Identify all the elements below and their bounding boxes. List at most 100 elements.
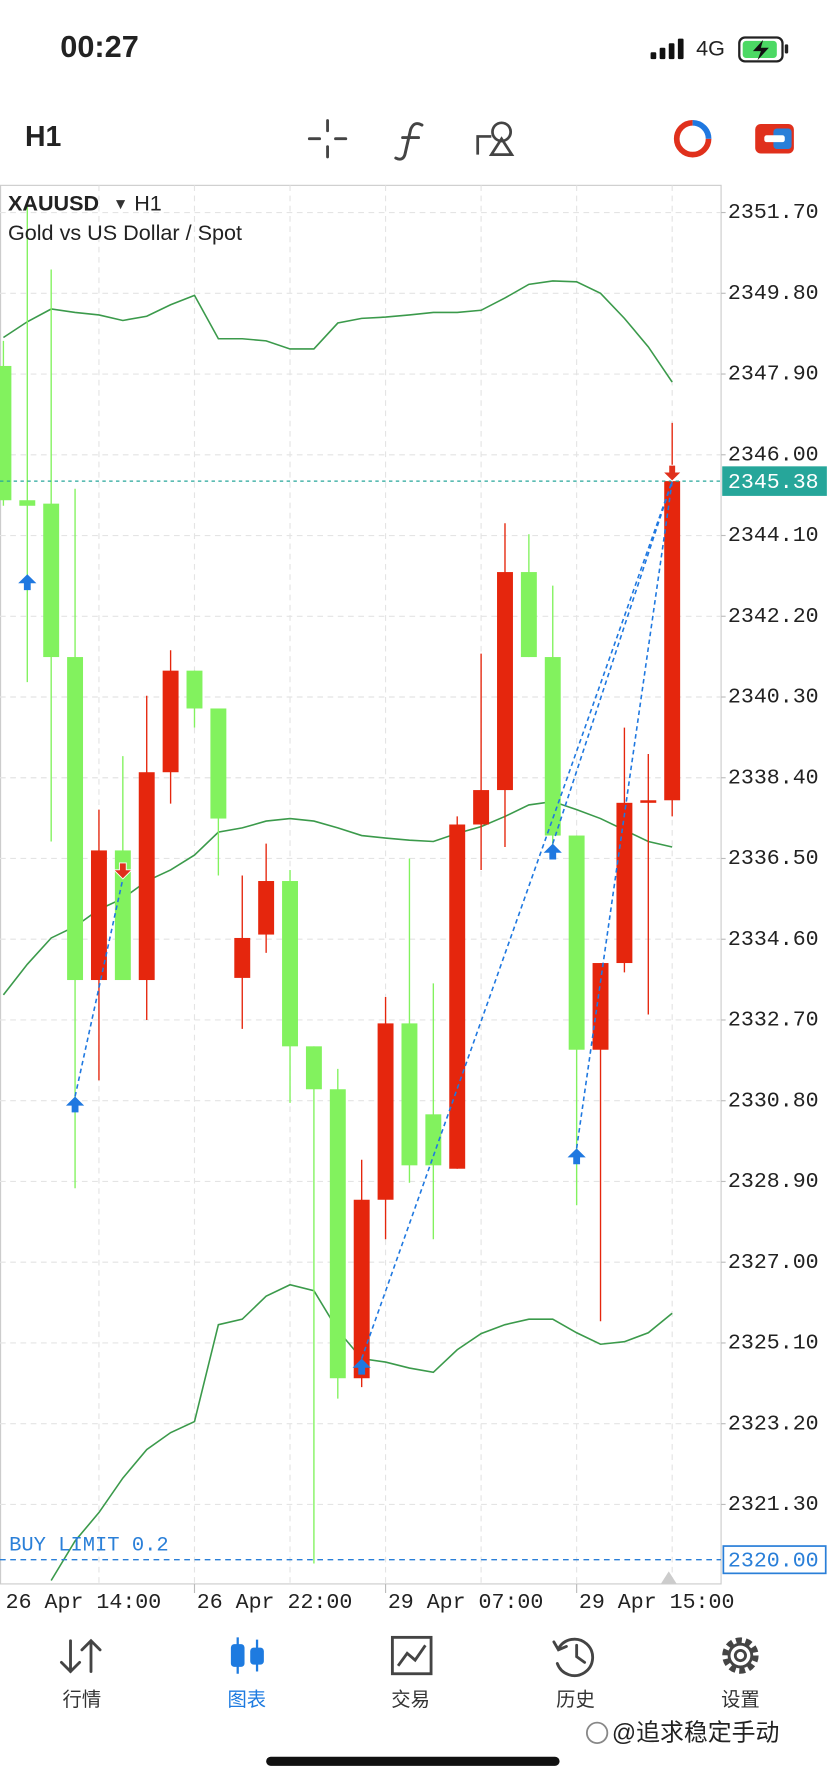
symbol-dropdown[interactable] (116, 200, 126, 210)
candle-body (19, 500, 36, 506)
nav-label[interactable]: 行情 (63, 1689, 102, 1711)
one-click-icon[interactable] (755, 123, 794, 154)
candle-body (377, 1023, 394, 1200)
clock: 00:27 (60, 29, 139, 64)
y-tick-label: 2328.90 (728, 1170, 819, 1194)
nav-label[interactable]: 图表 (227, 1689, 266, 1711)
quotes-icon[interactable] (59, 1638, 102, 1674)
y-tick-label: 2336.50 (728, 847, 819, 871)
y-tick-label: 2332.70 (728, 1009, 819, 1033)
candle-body (234, 937, 251, 978)
candle-body (640, 800, 657, 803)
candle-body (114, 850, 131, 981)
chart: 2351.70 2349.80 2347.90 2346.00 2344.10 2342.… (0, 184, 827, 1615)
sell-arrow (661, 464, 683, 482)
x-tick-label: 26 Apr 22:00 (197, 1591, 353, 1615)
battery-icon (738, 36, 789, 63)
nav-label[interactable]: 设置 (721, 1689, 760, 1711)
candle-body (210, 708, 227, 819)
y-tick-label: 2346.00 (728, 443, 819, 467)
candle-body (568, 835, 585, 1050)
trade-icon[interactable] (390, 1635, 433, 1676)
chart-timeframe: H1 (134, 190, 162, 215)
candle-body (353, 1199, 370, 1379)
candle-body (258, 881, 275, 935)
y-tick-label: 2327.00 (728, 1251, 819, 1275)
candle-body (90, 850, 107, 981)
current-price-label: 2345.38 (728, 471, 819, 495)
candle-body (43, 503, 60, 658)
y-tick-label: 2321.30 (728, 1493, 819, 1517)
y-tick-label: 2334.60 (728, 928, 819, 952)
candle-body (305, 1046, 322, 1090)
candle-body (425, 1114, 442, 1166)
signal-icon (650, 38, 684, 60)
band-line (2, 280, 673, 383)
candle-body (138, 772, 155, 981)
trade-signals-icon[interactable] (673, 119, 712, 158)
y-tick-label: 2344.10 (728, 524, 819, 548)
bottom-nav: @追求稳定手动 行情 图表 交易 历史 设置 (59, 1635, 780, 1766)
deal-line (360, 480, 673, 1359)
nav-label[interactable]: 历史 (556, 1689, 595, 1711)
y-tick-label: 2349.80 (728, 282, 819, 306)
candle-body (616, 802, 633, 964)
x-tick-label: 26 Apr 14:00 (6, 1591, 162, 1615)
home-indicator[interactable] (266, 1756, 560, 1766)
candle-body (0, 365, 12, 501)
chart-subtitle: Gold vs US Dollar / Spot (8, 220, 242, 245)
symbol[interactable]: XAUUSD (8, 190, 99, 215)
indicator-icon[interactable] (394, 122, 424, 161)
candle-body (664, 481, 681, 801)
order-label: BUY LIMIT 0.2 (9, 1534, 169, 1557)
chart-icon[interactable] (230, 1637, 264, 1674)
history-icon[interactable] (552, 1637, 595, 1677)
buy-arrow (18, 574, 37, 591)
status-bar: 00:27 4G (60, 29, 789, 64)
candle-body (544, 657, 561, 836)
candle-body (282, 881, 298, 1047)
candle-body (497, 572, 513, 791)
candle-body (520, 572, 537, 658)
y-tick-label: 2330.80 (728, 1089, 819, 1113)
sell-arrow (112, 862, 134, 880)
y-tick-label: 2325.10 (728, 1332, 819, 1356)
deal-line (74, 878, 124, 1097)
candle-body (449, 824, 466, 1169)
y-tick-label: 2323.20 (728, 1412, 819, 1436)
network: 4G (696, 36, 725, 61)
buy-arrow (543, 843, 562, 860)
candle-body (67, 657, 84, 981)
candle-body (162, 670, 179, 773)
x-tick-label: 29 Apr 15:00 (579, 1591, 735, 1615)
toolbar: H1 (25, 119, 794, 161)
candle-body (401, 1023, 418, 1166)
watermark-logo (585, 1721, 609, 1745)
nav-label[interactable]: 交易 (391, 1689, 430, 1711)
x-tick-label: 29 Apr 07:00 (388, 1591, 544, 1615)
crosshair-icon[interactable] (307, 119, 348, 159)
order-price-box (722, 1545, 827, 1575)
y-tick-label: 2342.20 (728, 605, 819, 629)
buy-arrow (567, 1148, 586, 1165)
buy-arrow (65, 1096, 85, 1113)
timeframe-button[interactable]: H1 (25, 121, 62, 153)
deal-line (575, 481, 673, 1149)
plot-area (0, 204, 722, 1581)
candle-body (592, 963, 609, 1050)
watermark: @追求稳定手动 (612, 1719, 780, 1746)
y-tick-label: 2347.90 (728, 363, 819, 387)
axes: 2351.70 2349.80 2347.90 2346.00 2344.10 2342.… (6, 201, 827, 1615)
y-tick-label: 2338.40 (728, 766, 819, 790)
chart-shift-marker[interactable] (660, 1571, 677, 1584)
y-tick-label: 2351.70 (728, 201, 819, 225)
candle-body (329, 1089, 346, 1379)
candle-body (186, 670, 203, 709)
buy-arrow (352, 1358, 371, 1375)
objects-icon[interactable] (476, 121, 515, 157)
candle-body (473, 790, 490, 825)
current-price-box (722, 466, 827, 496)
settings-icon[interactable] (722, 1637, 759, 1674)
